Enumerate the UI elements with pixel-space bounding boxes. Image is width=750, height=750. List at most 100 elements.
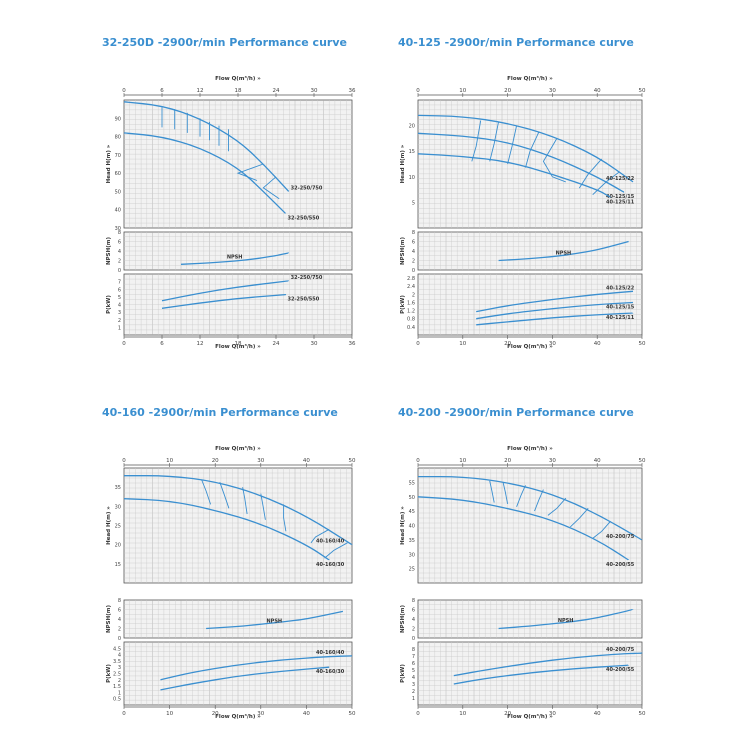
y-tick-label: 20	[409, 124, 415, 130]
series-label: NPSH	[266, 619, 282, 625]
y-tick-label: 0	[412, 636, 415, 642]
y-tick-label: 6	[412, 240, 415, 246]
iso-efficiency-curve	[310, 528, 330, 544]
y-tick-label: 10	[409, 175, 415, 181]
series-label: 32-250/750	[291, 275, 323, 281]
series-power-1	[476, 301, 634, 320]
y-tick-label: 4	[412, 249, 415, 255]
x-tick-label: 0	[122, 88, 126, 94]
x-tick-label: 12	[197, 88, 204, 94]
panel-npsh: 0 2 4 6 8 NPSH(m) NPSH	[400, 230, 643, 274]
y-tick-label: 25	[115, 524, 121, 530]
iso-efficiency-curve	[592, 520, 611, 539]
x-axis-label-top: Flow Q(m³/h) »	[507, 445, 553, 452]
series-power-2	[476, 312, 634, 326]
x-tick-label: 6	[160, 341, 164, 347]
y-tick-label: 70	[115, 153, 121, 159]
panel-power: 0.4 0.8 1.2 1.6 2 2.4 2.8 P(kW) 40-125/22 40-125/…	[400, 273, 643, 336]
panel-head: 15 20 25 30 35 Head H(m) » 40-160/40 40-160/30	[106, 467, 353, 584]
series-npsh-0	[498, 608, 634, 630]
y-tick-label: 40	[409, 524, 415, 530]
y-tick-label: 4	[118, 653, 121, 659]
y-tick-label: 1	[118, 325, 121, 331]
iso-efficiency-curve	[569, 508, 589, 528]
y-tick-label: 8	[412, 230, 415, 236]
y-axis-label: P(kW)	[400, 664, 406, 683]
series-label: 40-125/22	[606, 285, 635, 291]
y-tick-label: 6	[118, 240, 121, 246]
y-tick-label: 2.8	[407, 276, 415, 282]
x-axis-label-top: Flow Q(m³/h) »	[215, 75, 261, 82]
x-tick-label: 20	[504, 88, 511, 94]
x-tick-label: 50	[639, 711, 646, 717]
iso-efficiency-curve	[547, 497, 567, 516]
x-tick-label: 0	[416, 711, 420, 717]
iso-efficiency-curve	[507, 125, 518, 165]
y-tick-label: 3	[118, 665, 121, 671]
x-tick-label: 0	[122, 458, 126, 464]
y-tick-label: 3	[118, 310, 121, 316]
x-tick-label: 10	[459, 711, 466, 717]
y-tick-label: 8	[412, 647, 415, 653]
x-axis-label-top: Flow Q(m³/h) »	[215, 445, 261, 452]
panel-npsh: 0 2 4 6 8 NPSH(m) NPSH	[106, 598, 353, 642]
iso-efficiency-curve	[542, 138, 566, 183]
y-tick-label: 5	[412, 668, 415, 674]
x-axis-label-bottom: Flow Q(m³/h) »	[215, 343, 261, 350]
chart-title-32-250d: 32-250D -2900r/min Performance curve	[102, 36, 347, 49]
y-tick-label: 2	[118, 318, 121, 324]
x-tick-label: 10	[459, 458, 466, 464]
x-tick-label: 0	[122, 711, 126, 717]
iso-efficiency-curve	[262, 176, 280, 200]
x-axis-label-bottom: Flow Q(m³/h) »	[507, 713, 553, 720]
series-label: 40-125/15	[606, 304, 635, 310]
panel-power: 12 34 5 67 P(kW) 32-250/750 32-250/550	[106, 273, 353, 336]
x-tick-label: 24	[273, 341, 280, 347]
iso-efficiency-curve	[489, 121, 500, 162]
iso-efficiency-curve	[260, 493, 266, 520]
series-power-0	[160, 655, 353, 681]
y-axis-label: Head H(m) »	[106, 506, 112, 545]
x-tick-label: 10	[459, 341, 466, 347]
y-tick-label: 50	[115, 189, 121, 195]
x-tick-label: 30	[311, 88, 318, 94]
panel-head: 5 10 15 20 Head H(m) » 40-125/22 40-125/1540-1…	[400, 99, 643, 229]
iso-efficiency-curve	[236, 163, 264, 181]
series-head-0	[123, 101, 290, 192]
x-tick-label: 40	[594, 458, 601, 464]
y-tick-label: 15	[409, 149, 415, 155]
series-label: 32-250/750	[291, 185, 323, 191]
iso-efficiency-curve	[324, 542, 348, 559]
y-tick-label: 3	[412, 682, 415, 688]
y-axis-label: NPSH(m)	[400, 237, 406, 265]
x-tick-label: 20	[504, 711, 511, 717]
y-tick-label: 8	[118, 598, 121, 604]
series-label: 40-200/75	[606, 534, 635, 540]
series-label: 40-160/40	[316, 650, 345, 656]
y-tick-label: 15	[115, 562, 121, 568]
y-tick-label: 45	[409, 509, 415, 515]
y-tick-label: 4	[118, 249, 121, 255]
y-tick-label: 20	[115, 543, 121, 549]
y-tick-label: 4	[118, 303, 121, 309]
series-power-0	[453, 652, 643, 677]
series-head-1	[417, 496, 630, 561]
y-tick-label: 1	[412, 696, 415, 702]
y-tick-label: 0.8	[407, 317, 415, 323]
y-tick-label: 2	[412, 627, 415, 633]
y-tick-label: 30	[409, 552, 415, 558]
y-axis-label: Head H(m) »	[400, 144, 406, 183]
series-label: 40-125/22	[606, 176, 635, 182]
panel-npsh: 0 2 4 6 8 NPSH(m) NPSH	[400, 598, 643, 642]
y-tick-label: 2	[412, 259, 415, 265]
chart-title-40-160: 40-160 -2900r/min Performance curve	[102, 406, 338, 419]
series-label: NPSH	[558, 618, 574, 624]
series-label: 32-250/550	[288, 215, 320, 221]
y-axis-label: P(kW)	[400, 295, 406, 314]
y-tick-label: 2.4	[407, 284, 415, 290]
iso-efficiency-curve	[516, 485, 526, 507]
x-tick-label: 0	[122, 341, 126, 347]
